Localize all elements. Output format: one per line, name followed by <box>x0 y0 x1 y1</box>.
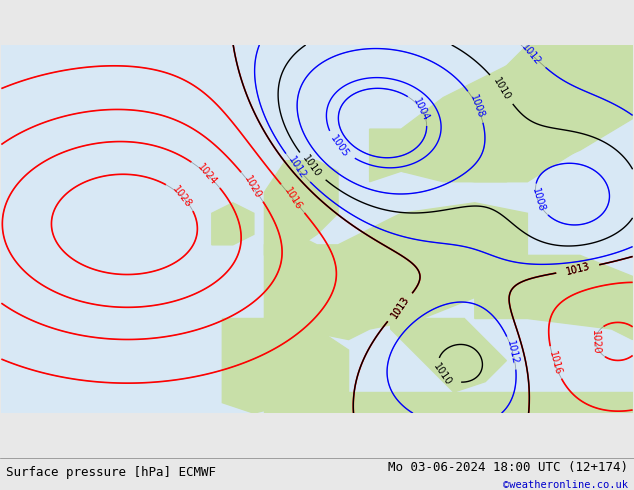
Polygon shape <box>264 203 527 340</box>
Text: 1024: 1024 <box>195 162 219 187</box>
Text: 1008: 1008 <box>529 187 546 213</box>
Text: 1010: 1010 <box>301 154 323 179</box>
Polygon shape <box>212 203 254 245</box>
Polygon shape <box>264 392 633 413</box>
Polygon shape <box>475 255 633 340</box>
Text: 1016: 1016 <box>282 186 304 212</box>
Polygon shape <box>223 318 349 413</box>
Text: 1013: 1013 <box>389 294 411 320</box>
Text: Mo 03-06-2024 18:00 UTC (12+174): Mo 03-06-2024 18:00 UTC (12+174) <box>387 461 628 474</box>
Text: 1020: 1020 <box>242 173 263 200</box>
Text: 1004: 1004 <box>411 97 431 123</box>
Text: Surface pressure [hPa] ECMWF: Surface pressure [hPa] ECMWF <box>6 466 216 479</box>
Text: 1010: 1010 <box>491 76 512 102</box>
Text: 1020: 1020 <box>590 329 601 354</box>
Text: 1028: 1028 <box>171 184 193 209</box>
Text: 1013: 1013 <box>565 261 591 277</box>
Text: 1013: 1013 <box>389 294 411 320</box>
Polygon shape <box>391 318 507 392</box>
Polygon shape <box>370 45 612 182</box>
Text: 1012: 1012 <box>287 155 308 181</box>
Text: 1016: 1016 <box>547 349 562 376</box>
Polygon shape <box>264 161 338 255</box>
Text: 1013: 1013 <box>565 261 591 277</box>
Text: 1010: 1010 <box>432 361 454 387</box>
Text: 1012: 1012 <box>520 42 543 67</box>
Text: 1008: 1008 <box>468 93 486 120</box>
Text: ©weatheronline.co.uk: ©weatheronline.co.uk <box>503 480 628 490</box>
Text: 1005: 1005 <box>328 133 351 159</box>
Polygon shape <box>370 45 633 182</box>
Text: 1012: 1012 <box>505 340 521 366</box>
